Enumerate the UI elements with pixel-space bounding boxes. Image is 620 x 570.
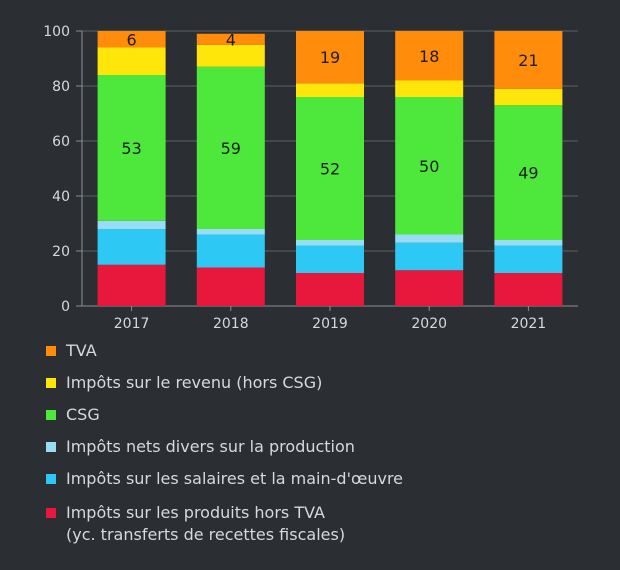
legend-label: Impôts nets divers sur la production [66, 436, 355, 458]
bar-segment [97, 220, 166, 229]
x-tick-label: 2019 [312, 316, 348, 332]
data-label: 6 [127, 30, 137, 49]
data-label: 59 [221, 139, 241, 158]
data-label: 53 [121, 139, 141, 158]
y-tick-label: 100 [43, 24, 70, 40]
y-tick-label: 0 [61, 299, 70, 315]
x-tick-label: 2017 [114, 316, 150, 332]
bar-segment [196, 44, 265, 67]
bar-segment [494, 105, 563, 240]
bar-segment [196, 267, 265, 306]
bar-segment [97, 264, 166, 306]
bar-segment [494, 31, 563, 89]
bar-segment [296, 240, 364, 246]
legend-label-line: Impôts nets divers sur la production [66, 437, 355, 456]
legend-swatch [46, 378, 56, 388]
legend-label-line: Impôts sur le revenu (hors CSG) [66, 373, 323, 392]
bars [97, 31, 563, 306]
data-label: 18 [419, 47, 439, 66]
legend-label: Impôts sur les salaires et la main-d'œuv… [66, 468, 403, 490]
y-tick-label: 20 [52, 244, 70, 260]
bar-segment [395, 242, 464, 271]
legend-swatch [46, 474, 56, 484]
data-label: 19 [320, 48, 340, 67]
data-label: 52 [320, 160, 340, 179]
legend-swatch [46, 346, 56, 356]
legend-label: Impôts sur les produits hors TVA (yc. tra… [66, 502, 345, 546]
data-labels: 6 4 19 18 21 53 59 52 50 49 [121, 30, 538, 182]
legend-label: TVA [66, 340, 97, 362]
legend-label-line: CSG [66, 405, 100, 424]
legend-label-line: Impôts sur les produits hors TVA [66, 503, 325, 522]
bar-segment [97, 47, 166, 75]
data-label: 21 [518, 51, 538, 70]
x-tick-label: 2018 [213, 316, 249, 332]
legend-swatch [46, 442, 56, 452]
bar-segment [395, 80, 464, 97]
bar-segment [196, 33, 265, 45]
bar-segment [196, 66, 265, 229]
bar-segment [395, 270, 464, 306]
x-tick-label: 2021 [511, 316, 547, 332]
legend-swatch [46, 508, 56, 518]
data-label: 4 [226, 30, 236, 49]
stacked-bar-chart: 0 20 40 60 80 100 2017 2018 2019 2020 2021 6 4 19 18 2… [43, 24, 578, 332]
bar-segment [196, 229, 265, 235]
bar-segment [494, 240, 563, 246]
legend-label-line: Impôts sur les salaires et la main-d'œuv… [66, 469, 404, 488]
y-tick-label: 80 [52, 79, 70, 95]
legend-swatch [46, 410, 56, 420]
bar-segment [97, 229, 166, 265]
legend-label-line: TVA [66, 341, 97, 360]
bar-segment [494, 273, 563, 306]
bar-segment [97, 75, 166, 221]
bar-segment [296, 245, 364, 273]
x-tick-label: 2020 [411, 316, 447, 332]
bar-segment [395, 234, 464, 243]
y-tick-label: 60 [52, 134, 70, 150]
bar-segment [196, 234, 265, 268]
legend-label: CSG [66, 404, 100, 426]
bar-segment [494, 245, 563, 273]
bar-segment [395, 31, 464, 81]
bar-segment [296, 83, 364, 97]
bar-segment [296, 31, 364, 84]
y-tick-label: 40 [52, 189, 70, 205]
data-label: 50 [419, 157, 439, 176]
data-label: 49 [518, 164, 538, 183]
bar-segment [494, 88, 563, 106]
bar-segment [296, 273, 364, 306]
legend-label: Impôts sur le revenu (hors CSG) [66, 372, 322, 394]
bar-segment [395, 97, 464, 235]
bar-segment [296, 97, 364, 240]
legend-label-line: (yc. transferts de recettes fiscales) [66, 525, 346, 544]
bar-segment [97, 31, 166, 48]
